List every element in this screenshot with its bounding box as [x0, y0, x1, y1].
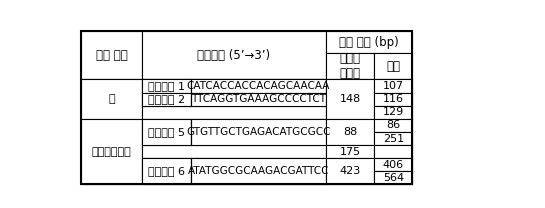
- Bar: [374, 132, 413, 145]
- Bar: [142, 171, 326, 184]
- Text: 서열번호 5: 서열번호 5: [148, 127, 185, 137]
- Bar: [374, 132, 413, 145]
- Text: 미토콘드리아: 미토콘드리아: [92, 147, 131, 157]
- Bar: [142, 79, 326, 93]
- Bar: [142, 93, 326, 106]
- Bar: [191, 158, 326, 184]
- Bar: [81, 145, 142, 158]
- Bar: [326, 53, 374, 79]
- Bar: [326, 171, 374, 184]
- Bar: [374, 79, 413, 93]
- Text: GTGTTGCTGAGACATGCGCC: GTGTTGCTGAGACATGCGCC: [186, 127, 330, 137]
- Bar: [374, 119, 413, 132]
- Bar: [326, 119, 374, 145]
- Bar: [326, 158, 374, 171]
- Text: 단편 길이 (bp): 단편 길이 (bp): [339, 36, 399, 49]
- Text: 서열번호 2: 서열번호 2: [148, 94, 185, 104]
- Bar: [81, 119, 142, 132]
- Bar: [142, 119, 191, 145]
- Bar: [142, 145, 326, 158]
- Bar: [326, 119, 374, 132]
- Bar: [142, 158, 326, 171]
- Bar: [81, 79, 142, 119]
- Bar: [142, 31, 326, 79]
- Bar: [142, 93, 191, 106]
- Text: 129: 129: [383, 107, 404, 117]
- Text: 564: 564: [383, 173, 404, 183]
- Text: 네이블
오렌지: 네이블 오렌지: [340, 52, 361, 80]
- Bar: [374, 158, 413, 171]
- Text: 프라이머 (5’→3’): 프라이머 (5’→3’): [197, 49, 270, 62]
- Bar: [142, 79, 326, 93]
- Bar: [142, 106, 326, 119]
- Text: 116: 116: [383, 94, 404, 104]
- Bar: [326, 132, 374, 145]
- Bar: [142, 119, 326, 132]
- Text: 107: 107: [383, 81, 404, 91]
- Text: ATATGGCGCAAGACGATTCC: ATATGGCGCAAGACGATTCC: [187, 166, 329, 176]
- Bar: [374, 171, 413, 184]
- Bar: [81, 132, 142, 145]
- Text: TTCAGGTGAAAGCCCCTCT: TTCAGGTGAAAGCCCCTCT: [191, 94, 326, 104]
- Bar: [81, 79, 142, 93]
- Text: CATCACCACCACAGCAACAA: CATCACCACCACAGCAACAA: [186, 81, 330, 91]
- Bar: [81, 158, 142, 171]
- Text: 175: 175: [340, 147, 361, 157]
- Text: 88: 88: [343, 127, 357, 137]
- Bar: [326, 145, 374, 158]
- Bar: [374, 171, 413, 184]
- Bar: [81, 31, 413, 184]
- Text: 148: 148: [340, 94, 361, 104]
- Bar: [374, 106, 413, 119]
- Text: 423: 423: [340, 166, 361, 176]
- Bar: [81, 119, 142, 184]
- Bar: [142, 79, 191, 93]
- Text: 서열번호 1: 서열번호 1: [148, 81, 185, 91]
- Bar: [374, 93, 413, 106]
- Bar: [81, 106, 142, 119]
- Bar: [326, 158, 374, 184]
- Bar: [142, 158, 191, 184]
- Bar: [326, 79, 374, 93]
- Bar: [374, 79, 413, 93]
- Bar: [142, 132, 326, 145]
- Bar: [326, 79, 374, 119]
- Bar: [326, 93, 374, 106]
- Bar: [326, 145, 374, 158]
- Bar: [191, 79, 326, 93]
- Bar: [374, 158, 413, 171]
- Bar: [81, 93, 142, 106]
- Text: 86: 86: [386, 120, 401, 130]
- Bar: [374, 145, 413, 158]
- Text: 탐지 부위: 탐지 부위: [95, 49, 128, 62]
- Bar: [142, 158, 326, 171]
- Bar: [326, 106, 374, 119]
- Bar: [142, 106, 326, 119]
- Bar: [142, 119, 326, 132]
- Text: 406: 406: [383, 160, 404, 170]
- Bar: [374, 93, 413, 106]
- Bar: [191, 119, 326, 145]
- Bar: [374, 53, 413, 79]
- Text: 서열번호 6: 서열번호 6: [148, 166, 185, 176]
- Bar: [142, 132, 326, 145]
- Bar: [142, 93, 326, 106]
- Bar: [374, 106, 413, 119]
- Bar: [81, 31, 142, 79]
- Bar: [142, 171, 326, 184]
- Text: 251: 251: [383, 134, 404, 144]
- Bar: [374, 145, 413, 158]
- Bar: [81, 171, 142, 184]
- Bar: [191, 93, 326, 106]
- Bar: [374, 119, 413, 132]
- Text: 핵: 핵: [108, 94, 115, 104]
- Bar: [142, 145, 326, 158]
- Text: 금감: 금감: [386, 60, 401, 73]
- Bar: [326, 31, 413, 53]
